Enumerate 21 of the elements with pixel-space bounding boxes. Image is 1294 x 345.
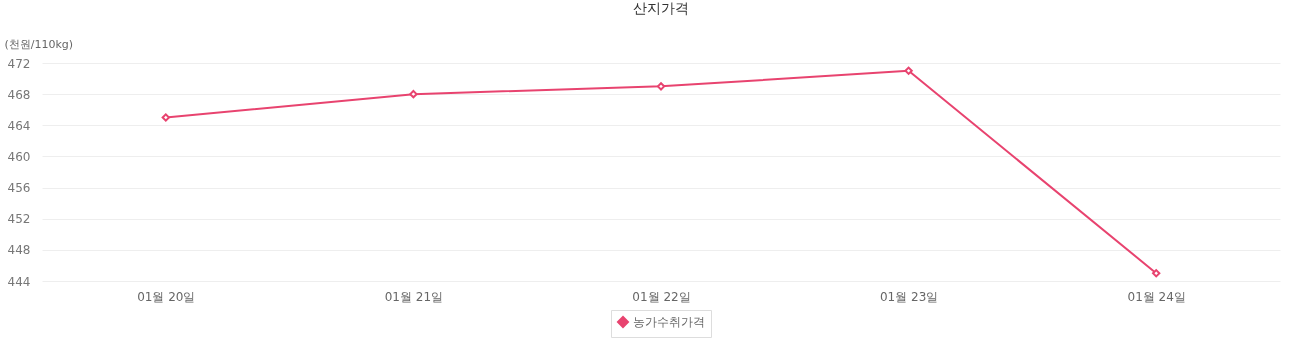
x-tick-label: 01월 21일	[384, 289, 444, 304]
y-axis-title: (천원/110kg)	[4, 37, 74, 51]
x-tick-label: 01월 20일	[137, 289, 196, 304]
point	[656, 82, 666, 91]
point	[904, 66, 913, 75]
y-tick-label: 464	[7, 118, 31, 133]
point	[1152, 269, 1161, 278]
y-tick-label: 472	[7, 56, 31, 71]
point	[409, 89, 418, 99]
point	[161, 113, 170, 122]
legend-label: 농가수취가격	[633, 315, 705, 329]
y-tick-label: 452	[7, 212, 31, 227]
chart-title: 산지가격	[633, 0, 689, 16]
x-tick-label: 01월 24일	[1127, 289, 1186, 304]
x-tick-label: 01월 22일	[632, 289, 691, 304]
y-tick-label: 444	[7, 274, 31, 289]
y-tick-label: 460	[7, 149, 31, 164]
x-tick-label: 01월 23일	[879, 289, 939, 304]
y-tick-label: 456	[7, 181, 31, 196]
y-tick-label: 468	[7, 87, 31, 102]
y-tick-label: 448	[7, 243, 31, 258]
